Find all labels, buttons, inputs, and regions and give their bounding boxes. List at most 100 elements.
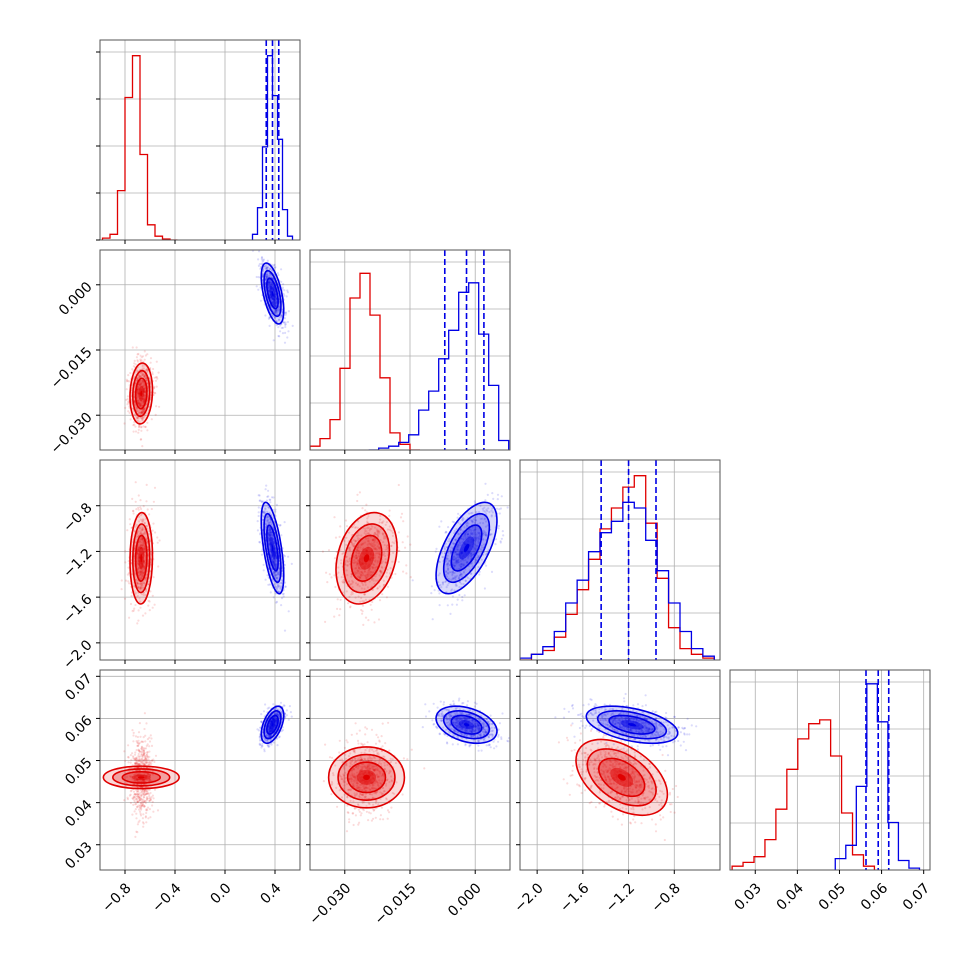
scatter-point bbox=[453, 521, 456, 524]
scatter-point bbox=[138, 797, 141, 800]
scatter-point bbox=[268, 282, 271, 285]
scatter-point bbox=[485, 508, 488, 511]
scatter-point bbox=[136, 391, 139, 395]
scatter-point bbox=[366, 573, 369, 576]
scatter-point bbox=[148, 405, 151, 408]
scatter-point bbox=[348, 560, 351, 563]
scatter-point bbox=[430, 592, 433, 595]
scatter-point bbox=[374, 547, 377, 551]
scatter-point bbox=[275, 601, 278, 604]
scatter-point bbox=[485, 564, 488, 567]
scatter-point bbox=[375, 566, 378, 569]
scatter-point bbox=[342, 581, 345, 584]
scatter-point bbox=[356, 526, 359, 529]
scatter-point bbox=[445, 571, 448, 574]
scatter-point bbox=[140, 573, 143, 576]
scatter-point bbox=[139, 527, 142, 530]
scatter-point bbox=[346, 560, 350, 563]
scatter-point bbox=[158, 539, 161, 542]
scatter-point bbox=[357, 564, 360, 568]
density-peak-0 bbox=[140, 554, 143, 563]
scatter-point bbox=[348, 546, 352, 549]
scatter-point bbox=[140, 571, 143, 574]
scatter-point bbox=[361, 507, 364, 510]
scatter-point bbox=[272, 563, 275, 567]
scatter-point bbox=[260, 553, 263, 556]
scatter-point bbox=[377, 546, 380, 549]
scatter-point bbox=[142, 565, 145, 568]
scatter-point bbox=[140, 584, 143, 587]
scatter-point bbox=[500, 495, 503, 498]
scatter-point bbox=[143, 546, 146, 549]
scatter-point bbox=[129, 761, 132, 764]
scatter-point bbox=[348, 547, 351, 550]
scatter-point bbox=[269, 533, 272, 537]
scatter-point bbox=[135, 817, 138, 820]
scatter-point bbox=[460, 565, 463, 569]
scatter-point bbox=[381, 593, 384, 596]
scatter-point bbox=[367, 575, 370, 578]
scatter-point bbox=[479, 504, 482, 507]
scatter-point bbox=[138, 722, 141, 725]
scatter-point bbox=[470, 519, 473, 522]
scatter-point bbox=[360, 542, 363, 546]
scatter-point bbox=[454, 561, 458, 564]
scatter-point bbox=[273, 303, 276, 306]
scatter-point bbox=[273, 264, 276, 267]
scatter-point bbox=[268, 536, 271, 539]
scatter-point bbox=[137, 520, 141, 523]
scatter-point bbox=[128, 582, 131, 585]
scatter-point bbox=[142, 400, 145, 403]
scatter-point bbox=[143, 410, 146, 413]
scatter-point bbox=[276, 572, 279, 576]
scatter-point bbox=[457, 545, 460, 548]
scatter-point bbox=[136, 548, 139, 551]
scatter-point bbox=[484, 482, 487, 485]
scatter-point bbox=[442, 556, 445, 559]
scatter-point bbox=[139, 814, 143, 817]
scatter-point bbox=[357, 545, 360, 548]
scatter-point bbox=[477, 537, 480, 540]
scatter-point bbox=[382, 541, 385, 544]
scatter-point bbox=[379, 528, 382, 531]
scatter-point bbox=[126, 395, 129, 398]
scatter-point bbox=[267, 280, 270, 284]
scatter-point bbox=[462, 564, 466, 567]
scatter-point bbox=[367, 537, 370, 540]
scatter-point bbox=[155, 385, 158, 388]
scatter-point bbox=[483, 518, 486, 521]
scatter-point bbox=[277, 306, 280, 309]
scatter-point bbox=[445, 586, 448, 589]
scatter-point bbox=[283, 563, 286, 567]
scatter-point bbox=[368, 580, 371, 583]
scatter-point bbox=[360, 587, 363, 590]
scatter-point bbox=[477, 510, 481, 514]
scatter-point bbox=[369, 570, 372, 573]
scatter-point bbox=[272, 570, 275, 574]
scatter-point bbox=[138, 582, 142, 586]
scatter-point bbox=[456, 549, 459, 552]
scatter-point bbox=[146, 809, 149, 812]
scatter-point bbox=[142, 752, 145, 755]
scatter-point bbox=[357, 539, 360, 542]
scatter-point bbox=[454, 551, 457, 554]
scatter-point bbox=[474, 528, 477, 531]
scatter-point bbox=[372, 579, 375, 582]
scatter-point bbox=[142, 408, 145, 411]
scatter-point bbox=[275, 557, 278, 560]
scatter-point bbox=[282, 292, 285, 296]
scatter-point bbox=[269, 267, 272, 270]
scatter-point bbox=[273, 302, 276, 305]
scatter-point bbox=[475, 544, 478, 547]
scatter-point bbox=[358, 552, 361, 555]
scatter-point bbox=[458, 563, 461, 567]
scatter-point bbox=[137, 609, 140, 612]
scatter-point bbox=[466, 524, 469, 527]
scatter-point bbox=[371, 538, 374, 542]
scatter-point bbox=[373, 621, 376, 624]
scatter-point bbox=[265, 499, 268, 502]
scatter-point bbox=[137, 419, 140, 422]
scatter-point bbox=[337, 566, 340, 569]
scatter-point bbox=[338, 535, 341, 539]
scatter-point bbox=[487, 507, 490, 510]
